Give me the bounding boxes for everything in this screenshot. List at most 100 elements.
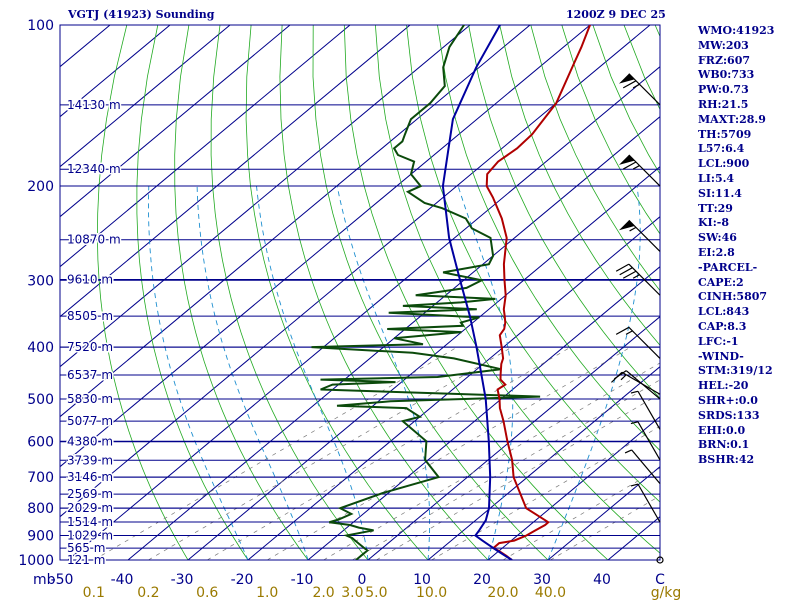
wind-barb bbox=[629, 226, 637, 232]
temp-tick-label: -10 bbox=[291, 572, 314, 588]
index-item: KI:-8 bbox=[698, 216, 729, 230]
pressure-tick-label: 900 bbox=[27, 529, 54, 545]
mixing-ratio-tick-label: 2.0 bbox=[312, 585, 334, 600]
index-item: CINH:5807 bbox=[698, 290, 768, 304]
dry-adiabat-line bbox=[136, 25, 249, 560]
wind-barb bbox=[619, 267, 633, 276]
wind-barbs bbox=[611, 73, 664, 564]
dry-adiabat-line bbox=[279, 25, 489, 560]
dry-adiabat-line bbox=[468, 25, 660, 399]
mixing-ratio-line bbox=[207, 346, 571, 560]
isotherm-line bbox=[67, 66, 660, 560]
index-item: MAXT:28.9 bbox=[698, 112, 766, 126]
mixing-ratio-line bbox=[93, 346, 458, 560]
wind-barb bbox=[628, 154, 661, 187]
index-item: STM:319/12 bbox=[698, 364, 773, 378]
index-item: WB0:733 bbox=[698, 68, 755, 82]
index-item: HEL:-20 bbox=[698, 379, 749, 393]
pressure-tick-label: 200 bbox=[27, 179, 54, 195]
wind-barb bbox=[618, 154, 635, 165]
index-item: PW:0.73 bbox=[698, 83, 749, 97]
wind-barb bbox=[632, 83, 640, 89]
isotherm-line bbox=[0, 13, 64, 571]
index-item: SI:11.4 bbox=[698, 186, 742, 200]
index-item: TH:5709 bbox=[698, 127, 752, 141]
wind-barb bbox=[624, 449, 632, 454]
index-item: SHR+:0.0 bbox=[698, 393, 758, 407]
height-label: 9610 m bbox=[67, 272, 113, 286]
index-item: -WIND- bbox=[698, 349, 744, 363]
sounding-curves bbox=[311, 25, 592, 560]
isotherm-line bbox=[60, 25, 351, 268]
index-item: L57:6.4 bbox=[698, 142, 745, 156]
mixing-ratio-line bbox=[431, 425, 660, 560]
wind-barb bbox=[637, 421, 661, 461]
wind-barb bbox=[630, 483, 639, 487]
height-label: 10870 m bbox=[67, 233, 121, 247]
index-item: LFC:-1 bbox=[698, 334, 739, 348]
isotherm-line bbox=[60, 25, 471, 368]
dry-adiabat-line bbox=[174, 25, 309, 560]
isotherm-line bbox=[60, 25, 231, 168]
height-label: 2569 m bbox=[67, 487, 113, 501]
height-label: 3146 m bbox=[67, 470, 113, 484]
plot-area bbox=[60, 25, 660, 560]
dry-adiabat-line bbox=[312, 25, 549, 560]
height-label: 1029 m bbox=[67, 529, 113, 543]
isotherm-line bbox=[60, 25, 591, 468]
temp-unit-label: C bbox=[655, 572, 665, 588]
index-item: LCL:900 bbox=[698, 157, 750, 171]
mixing-ratio-line bbox=[267, 346, 631, 560]
wind-barb bbox=[632, 165, 640, 170]
temperature-line bbox=[485, 25, 592, 560]
height-label: 565 m bbox=[67, 541, 105, 555]
mixing-ratio-tick-label: 5.0 bbox=[365, 585, 387, 600]
pressure-tick-label: 500 bbox=[27, 392, 54, 408]
wind-barb bbox=[628, 219, 661, 252]
wind-barb bbox=[615, 263, 630, 272]
isotherm-line bbox=[60, 25, 171, 118]
pressure-tick-label: 800 bbox=[27, 501, 54, 517]
temp-tick-label: 20 bbox=[473, 572, 491, 588]
wind-barb bbox=[628, 263, 661, 296]
index-item: LI:5.4 bbox=[698, 171, 735, 185]
station-title: VGTJ (41923) Sounding bbox=[68, 8, 215, 21]
valid-time: 1200Z 9 DEC 25 bbox=[566, 8, 666, 21]
wind-barb bbox=[622, 161, 637, 170]
isotherm-line bbox=[60, 25, 291, 218]
height-label: 8505 m bbox=[67, 309, 113, 323]
moist-adiabat-line bbox=[256, 186, 369, 560]
index-item: BRN:0.1 bbox=[698, 438, 750, 452]
background-lines bbox=[0, 13, 660, 571]
isotherm-line bbox=[60, 25, 531, 418]
isobar-lines bbox=[59, 24, 661, 561]
height-label: 12340 m bbox=[67, 162, 121, 176]
wind-barb bbox=[613, 370, 627, 380]
dry-adiabat-line bbox=[530, 25, 660, 292]
mixing-ratio-line bbox=[323, 362, 660, 560]
height-label: 5830 m bbox=[67, 392, 113, 406]
plot-frame bbox=[59, 24, 661, 561]
dewpoint-line bbox=[311, 25, 541, 560]
isotherm-line bbox=[547, 466, 660, 560]
height-label: 121 m bbox=[67, 553, 105, 567]
pressure-tick-label: 300 bbox=[27, 273, 54, 289]
isotherm-line bbox=[247, 216, 660, 560]
temp-tick-label: -30 bbox=[171, 572, 194, 588]
wind-barb bbox=[622, 270, 637, 279]
mixing-ratio-tick-label: 0.6 bbox=[196, 585, 218, 600]
dry-adiabat-line bbox=[406, 25, 660, 503]
index-item: MW:203 bbox=[698, 38, 749, 52]
index-item: -PARCEL- bbox=[698, 260, 758, 274]
wind-barb bbox=[637, 390, 661, 430]
temp-tick-label: 30 bbox=[533, 572, 551, 588]
mixing-ratio-line bbox=[352, 379, 660, 560]
index-item: BSHR:42 bbox=[698, 453, 755, 467]
wind-barb bbox=[630, 390, 639, 394]
temp-tick-label: -40 bbox=[111, 572, 134, 588]
height-label: 2029 m bbox=[67, 501, 113, 515]
isotherm-line bbox=[307, 266, 660, 560]
wind-barb bbox=[620, 374, 627, 381]
wind-barb bbox=[625, 370, 661, 400]
